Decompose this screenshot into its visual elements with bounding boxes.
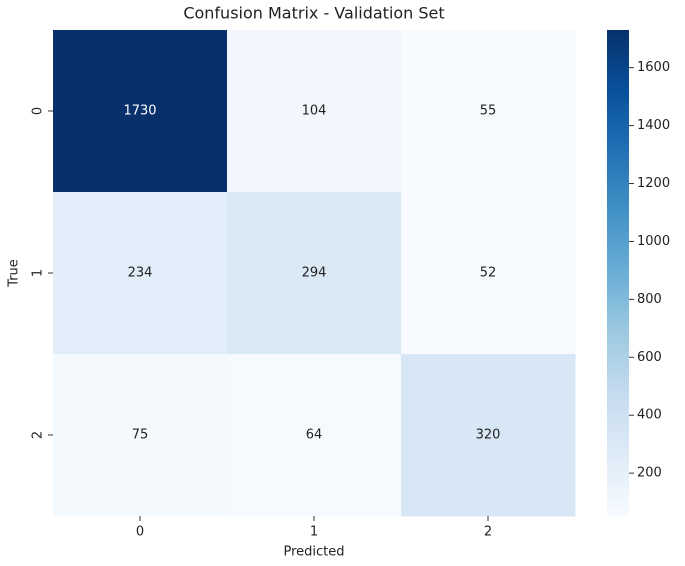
colorbar-tick-label: 1200 [637, 176, 670, 191]
y-axis-label: True [7, 259, 22, 288]
x-tick-label: 2 [484, 525, 492, 540]
cell-label: 320 [476, 428, 501, 443]
cell-label: 55 [480, 104, 497, 119]
cell-label: 294 [302, 266, 327, 281]
cell-label: 234 [128, 266, 153, 281]
chart-title: Confusion Matrix - Validation Set [183, 4, 444, 23]
x-axis-label: Predicted [283, 545, 344, 560]
cell-label: 104 [302, 104, 327, 119]
colorbar-tick-label: 1600 [637, 60, 670, 75]
heatmap-cell [401, 192, 576, 355]
heatmap-cell [227, 30, 402, 193]
heatmap-cell [401, 354, 576, 517]
colorbar-tick-label: 800 [637, 292, 662, 307]
heatmap-cell [53, 30, 228, 193]
heatmap-cell [53, 354, 228, 517]
colorbar-tick-label: 1000 [637, 234, 670, 249]
colorbar [607, 30, 629, 516]
x-tick-label: 1 [310, 525, 318, 540]
colorbar-tick-label: 400 [637, 408, 662, 423]
cell-label: 64 [306, 428, 323, 443]
cell-label: 75 [132, 428, 149, 443]
y-tick-label: 2 [31, 431, 46, 439]
colorbar-tick-label: 200 [637, 466, 662, 481]
heatmap-cell [227, 354, 402, 517]
x-tick-label: 0 [136, 525, 144, 540]
y-tick-label: 0 [31, 107, 46, 115]
heatmap-cell [53, 192, 228, 355]
heatmap-cell [227, 192, 402, 355]
y-tick-label: 1 [31, 269, 46, 277]
colorbar-tick-label: 1400 [637, 118, 670, 133]
heatmap-cell [401, 30, 576, 193]
cell-label: 1730 [123, 104, 156, 119]
cell-label: 52 [480, 266, 497, 281]
colorbar-tick-label: 600 [637, 350, 662, 365]
